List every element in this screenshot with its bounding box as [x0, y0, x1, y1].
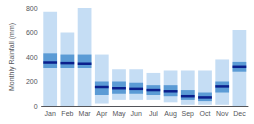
svg-text:0: 0	[34, 103, 38, 110]
svg-text:400: 400	[26, 54, 38, 61]
svg-text:Sep: Sep	[182, 110, 195, 118]
svg-text:Nov: Nov	[216, 110, 229, 117]
svg-text:Oct: Oct	[200, 110, 211, 117]
svg-text:200: 200	[26, 78, 38, 85]
svg-text:Feb: Feb	[61, 110, 73, 117]
svg-text:Apr: Apr	[96, 110, 108, 118]
svg-text:Dec: Dec	[233, 110, 246, 117]
svg-text:Aug: Aug	[164, 110, 177, 118]
svg-text:Jun: Jun	[131, 110, 142, 117]
svg-text:Monthly Rainfall (mm): Monthly Rainfall (mm)	[8, 23, 16, 91]
svg-text:Jan: Jan	[45, 110, 56, 117]
svg-text:May: May	[112, 110, 126, 118]
svg-text:Jul: Jul	[149, 110, 158, 117]
svg-text:600: 600	[26, 29, 38, 36]
svg-text:800: 800	[26, 5, 38, 12]
svg-text:Mar: Mar	[79, 110, 92, 117]
